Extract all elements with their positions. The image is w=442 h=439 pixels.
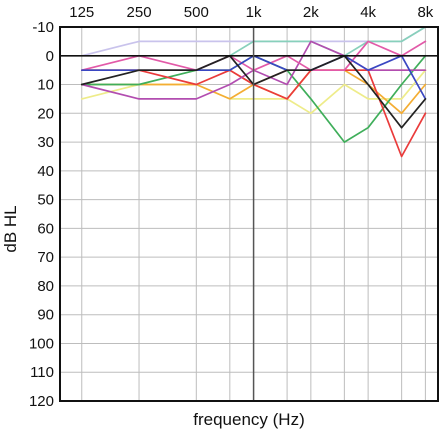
y-tick-label: 30 <box>37 134 54 151</box>
y-tick-label: 0 <box>46 48 54 65</box>
y-tick-label: 10 <box>37 77 54 94</box>
tick-labels: -10 0 10 20 30 40 50 60 70 80 90 100 110 120 125 250 500… <box>29 4 434 410</box>
y-tick-label: 80 <box>37 278 54 295</box>
y-tick-label: 50 <box>37 192 54 209</box>
x-axis-label: frequency (Hz) <box>193 410 304 429</box>
x-tick-label: 4k <box>360 4 376 21</box>
grid <box>60 26 438 402</box>
y-tick-label: 70 <box>37 249 54 266</box>
y-tick-label: 100 <box>29 335 54 352</box>
x-tick-label: 125 <box>69 4 94 21</box>
y-tick-label: 20 <box>37 105 54 122</box>
y-tick-label: 60 <box>37 220 54 237</box>
series-line <box>80 40 427 100</box>
x-tick-label: 250 <box>127 4 152 21</box>
x-tick-label: 8k <box>417 4 433 21</box>
y-tick-label: -10 <box>32 19 54 36</box>
plot-border <box>59 26 439 402</box>
plot-frame-layer <box>59 26 439 402</box>
y-tick-label: 110 <box>30 364 54 381</box>
series-line <box>80 54 427 129</box>
y-tick-label: 120 <box>29 393 54 410</box>
x-tick-label: 2k <box>303 4 319 21</box>
y-tick-label: 90 <box>37 307 54 324</box>
y-axis-label: dB HL <box>1 205 20 252</box>
y-tick-label: 40 <box>37 163 54 180</box>
x-tick-label: 1k <box>246 4 262 21</box>
x-tick-label: 500 <box>184 4 209 21</box>
